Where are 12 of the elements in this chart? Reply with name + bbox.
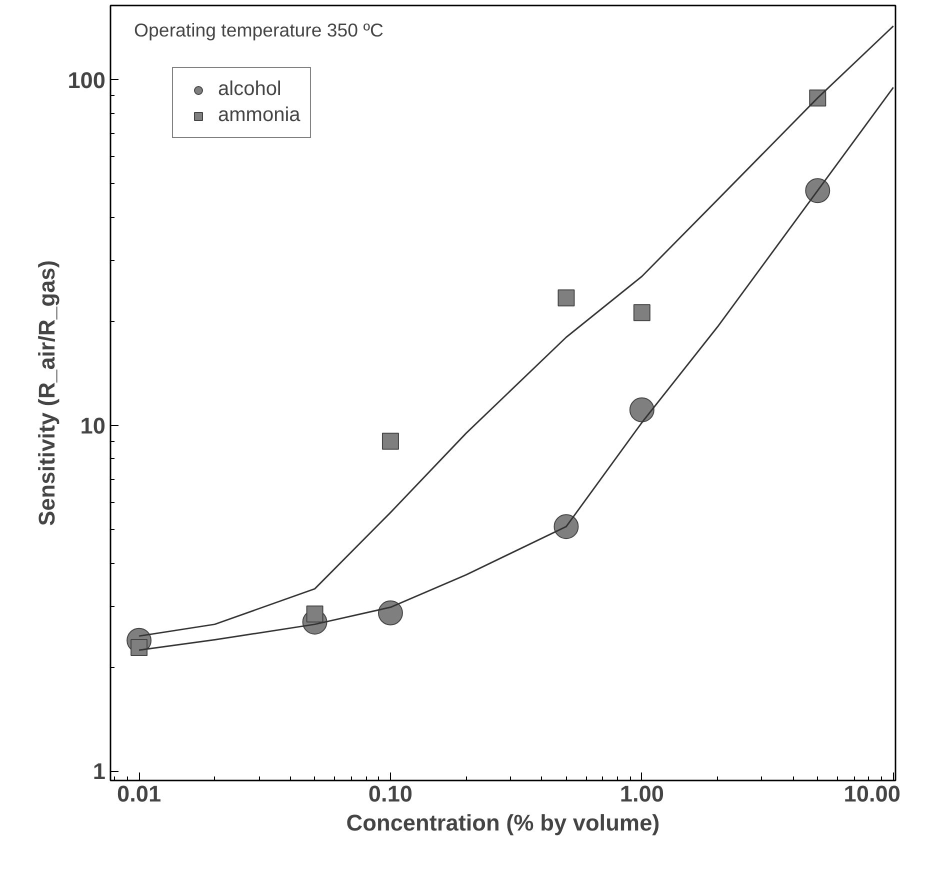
x-tick-label: 10.00 [844,780,901,806]
y-tick-label: 10 [80,412,106,438]
x-tick-label: 0.10 [368,780,413,806]
x-axis-title: Concentration (% by volume) [346,810,660,836]
x-tick-label: 0.01 [116,780,162,806]
x-tick-label: 1.00 [620,780,664,806]
annotation: Operating temperature 350 ºC [134,19,384,40]
legend-label: ammonia [218,104,300,127]
y-axis-title: Sensitivity (R_air/R_gas) [34,260,60,526]
y-tick-label: 100 [68,66,106,93]
legend-label: alcohol [218,78,282,101]
y-tick-label: 1 [92,758,106,784]
